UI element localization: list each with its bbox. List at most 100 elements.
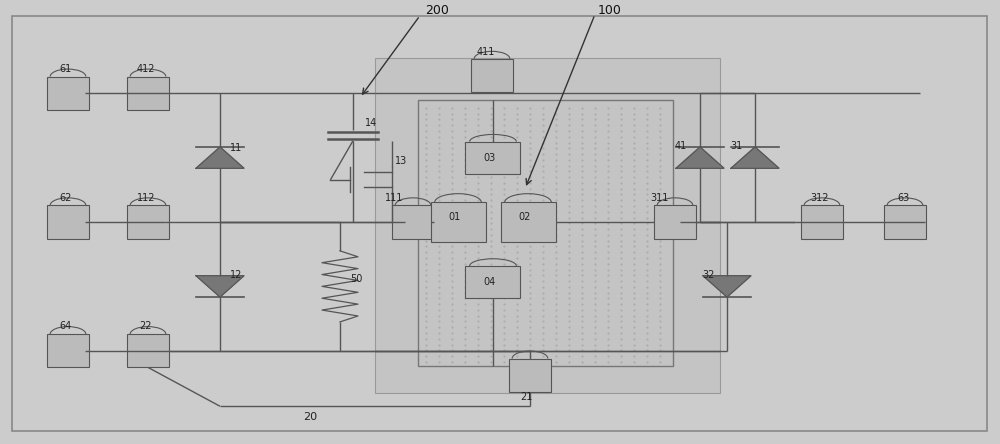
Point [639, 127, 655, 135]
Point [418, 197, 434, 204]
Point [509, 197, 525, 204]
Point [431, 220, 447, 227]
Point [548, 162, 564, 169]
Point [561, 301, 577, 308]
Point [561, 151, 577, 158]
Point [431, 151, 447, 158]
Point [444, 318, 460, 325]
Point [418, 329, 434, 337]
Point [496, 214, 512, 221]
Point [613, 139, 629, 146]
Point [470, 306, 486, 313]
Point [496, 254, 512, 262]
Point [639, 266, 655, 273]
Point [496, 145, 512, 152]
Point [470, 341, 486, 348]
Point [509, 306, 525, 313]
Point [613, 254, 629, 262]
Point [483, 306, 499, 313]
Point [574, 283, 590, 290]
Point [496, 266, 512, 273]
Point [535, 185, 551, 192]
Point [418, 341, 434, 348]
Point [548, 243, 564, 250]
Point [587, 254, 603, 262]
Point [470, 266, 486, 273]
Point [457, 324, 473, 331]
Point [626, 295, 642, 302]
Point [470, 318, 486, 325]
Point [444, 127, 460, 135]
Point [639, 358, 655, 365]
Point [483, 220, 499, 227]
Point [483, 162, 499, 169]
Point [444, 324, 460, 331]
Bar [501, 202, 556, 242]
Point [548, 116, 564, 123]
Point [535, 295, 551, 302]
Point [522, 231, 538, 238]
Point [509, 220, 525, 227]
Point [496, 162, 512, 169]
Point [483, 208, 499, 215]
Point [535, 156, 551, 163]
Point [535, 220, 551, 227]
Bar [47, 76, 89, 110]
Point [535, 145, 551, 152]
Point [613, 127, 629, 135]
Point [483, 278, 499, 285]
Point [418, 162, 434, 169]
Point [509, 353, 525, 360]
Point [522, 179, 538, 186]
Point [509, 179, 525, 186]
Point [626, 335, 642, 342]
Point [574, 353, 590, 360]
Point [535, 301, 551, 308]
Point [418, 295, 434, 302]
Point [574, 133, 590, 140]
Point [626, 318, 642, 325]
Text: 100: 100 [598, 4, 622, 17]
Point [483, 295, 499, 302]
Bar [392, 206, 434, 239]
Point [626, 151, 642, 158]
Point [600, 197, 616, 204]
Point [548, 272, 564, 279]
Point [418, 318, 434, 325]
Point [652, 254, 668, 262]
Point [548, 174, 564, 181]
Point [600, 358, 616, 365]
Point [548, 283, 564, 290]
Point [483, 202, 499, 210]
Text: 41: 41 [675, 141, 687, 151]
Point [496, 174, 512, 181]
Point [652, 145, 668, 152]
Point [548, 127, 564, 135]
Point [626, 226, 642, 233]
Point [496, 168, 512, 175]
Point [522, 347, 538, 354]
Point [561, 318, 577, 325]
Point [522, 191, 538, 198]
Point [522, 220, 538, 227]
Text: 11: 11 [230, 143, 242, 153]
Text: 311: 311 [650, 193, 668, 203]
Point [457, 197, 473, 204]
Point [457, 278, 473, 285]
Point [483, 260, 499, 267]
Point [561, 324, 577, 331]
Point [548, 249, 564, 256]
Point [470, 220, 486, 227]
Point [418, 243, 434, 250]
Point [431, 156, 447, 163]
Polygon shape [676, 147, 724, 168]
Point [574, 272, 590, 279]
Point [574, 151, 590, 158]
Point [535, 341, 551, 348]
Point [496, 295, 512, 302]
Point [444, 191, 460, 198]
Point [496, 306, 512, 313]
Point [639, 162, 655, 169]
Point [626, 110, 642, 117]
Point [613, 179, 629, 186]
